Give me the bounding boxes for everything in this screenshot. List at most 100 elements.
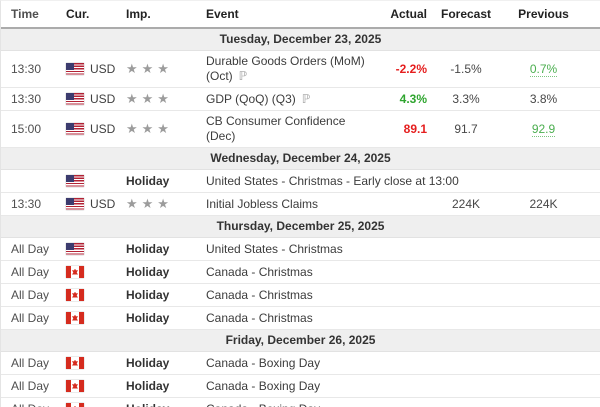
preliminary-icon: ℙ <box>301 91 311 106</box>
previous-value[interactable]: 0.7% <box>529 61 558 77</box>
event-name[interactable]: Durable Goods Orders (MoM) (Oct) <box>206 54 365 83</box>
currency-cell: USD <box>61 92 121 107</box>
header-previous: Previous <box>518 7 569 21</box>
header-currency: Cur. <box>66 7 90 21</box>
actual-value: -2.2% <box>395 61 427 76</box>
time-cell: All Day <box>1 402 61 407</box>
event-cell: Initial Jobless Claims <box>206 197 376 212</box>
event-name: Canada - Boxing Day <box>206 355 321 370</box>
event-cell: Canada - Boxing Day <box>206 379 600 394</box>
holiday-label: Holiday <box>126 310 170 325</box>
header-importance: Imp. <box>126 7 151 21</box>
actual-cell: 89.1 <box>376 122 431 137</box>
time-cell: All Day <box>11 355 50 370</box>
event-name: Canada - Boxing Day <box>206 378 321 393</box>
currency-cell <box>61 380 121 392</box>
actual-cell: 4.3% <box>376 92 431 107</box>
event-row: 13:30 USD ★★★ GDP (QoQ) (Q3) ℙ 4.3% 3.3% 3.8% <box>1 88 600 111</box>
previous-value[interactable]: 92.9 <box>531 121 556 137</box>
time-cell: All Day <box>11 264 50 279</box>
us-flag-icon <box>66 123 84 135</box>
header-event: Event <box>206 7 239 21</box>
holiday-label: Holiday <box>126 355 170 370</box>
canada-flag-icon <box>66 403 84 407</box>
currency-cell <box>61 243 121 255</box>
importance-cell: ★★★ <box>121 196 206 212</box>
date-band: Friday, December 26, 2025 <box>1 330 600 352</box>
us-flag-icon <box>66 63 84 75</box>
holiday-label: Holiday <box>126 378 170 393</box>
holiday-label: Holiday <box>126 287 170 302</box>
calendar-header-row: Time Cur. Imp. Event Actual Forecast Pre… <box>1 1 600 29</box>
currency-cell <box>61 266 121 278</box>
preliminary-icon: ℙ <box>238 69 248 83</box>
event-row: 15:00 USD ★★★ CB Consumer Confidence (Dec) 8… <box>1 111 600 148</box>
event-name: Canada - Christmas <box>206 264 313 279</box>
currency-cell <box>61 403 121 407</box>
event-row: All Day Holiday Canada - Boxing Day <box>1 352 600 375</box>
actual-value: 4.3% <box>399 91 427 106</box>
event-row: Holiday United States - Christmas - Early… <box>1 170 600 193</box>
holiday-label: Holiday <box>126 241 170 256</box>
us-flag-icon <box>66 198 84 210</box>
holiday-label: Holiday <box>126 264 170 279</box>
currency-code: USD <box>90 121 116 136</box>
event-row: 13:30 USD ★★★ Durable Goods Orders (MoM) (O… <box>1 51 600 88</box>
canada-flag-icon <box>66 289 84 301</box>
calendar-body: Tuesday, December 23, 2025 13:30 USD ★★★ Dur… <box>1 29 600 407</box>
time-cell: All Day <box>11 241 50 256</box>
importance-stars: ★★★ <box>126 121 173 136</box>
event-name[interactable]: Initial Jobless Claims <box>206 196 319 211</box>
time-cell: 15:00 <box>11 121 42 136</box>
canada-flag-icon <box>66 266 84 278</box>
us-flag-icon <box>66 243 84 255</box>
time-cell: All Day <box>11 310 50 325</box>
currency-cell <box>61 357 121 369</box>
time-cell: All Day <box>11 378 50 393</box>
event-cell: United States - Christmas - Early close … <box>206 174 600 189</box>
importance-cell: Holiday <box>121 356 206 371</box>
event-row: All Day Holiday Canada - Christmas <box>1 284 600 307</box>
header-forecast: Forecast <box>440 7 492 21</box>
header-time: Time <box>11 7 39 21</box>
event-cell: CB Consumer Confidence (Dec) <box>206 114 376 144</box>
canada-flag-icon <box>66 357 84 369</box>
currency-cell: USD <box>61 62 121 77</box>
importance-cell: Holiday <box>121 379 206 394</box>
currency-cell: USD <box>61 197 121 212</box>
date-band: Wednesday, December 24, 2025 <box>1 148 600 170</box>
holiday-label: Holiday <box>126 173 170 188</box>
event-name[interactable]: CB Consumer Confidence (Dec) <box>206 114 346 143</box>
event-cell: Canada - Christmas <box>206 265 600 280</box>
date-band: Tuesday, December 23, 2025 <box>1 29 600 51</box>
previous-cell: 224K <box>501 197 586 212</box>
event-cell: Canada - Boxing Day <box>206 402 600 407</box>
date-band: Thursday, December 25, 2025 <box>1 216 600 238</box>
us-flag-icon <box>66 175 84 187</box>
header-actual: Actual <box>390 7 427 21</box>
event-name: United States - Christmas <box>206 241 343 256</box>
event-row: All Day Holiday Canada - Boxing Day <box>1 375 600 398</box>
event-row: All Day Holiday Canada - Christmas <box>1 307 600 330</box>
importance-stars: ★★★ <box>126 91 173 106</box>
event-name[interactable]: GDP (QoQ) (Q3) <box>206 91 296 106</box>
time-cell: 13:30 <box>11 91 42 106</box>
event-cell: Canada - Christmas <box>206 288 600 303</box>
event-cell: United States - Christmas <box>206 242 600 257</box>
importance-stars: ★★★ <box>126 196 173 211</box>
event-row: 13:30 USD ★★★ Initial Jobless Claims 224K 224… <box>1 193 600 216</box>
previous-value: 224K <box>529 196 558 211</box>
event-name: Canada - Boxing Day <box>206 402 320 407</box>
importance-cell: Holiday <box>121 174 206 189</box>
currency-code: USD <box>90 196 116 211</box>
importance-cell: Holiday <box>121 402 206 407</box>
holiday-label: Holiday <box>126 402 169 407</box>
previous-cell: 3.8% <box>501 92 586 107</box>
canada-flag-icon <box>66 380 84 392</box>
forecast-value: 91.7 <box>454 121 478 136</box>
forecast-value: -1.5% <box>450 61 482 76</box>
currency-cell <box>61 312 121 324</box>
importance-cell: Holiday <box>121 242 206 257</box>
forecast-value: 3.3% <box>452 91 480 106</box>
